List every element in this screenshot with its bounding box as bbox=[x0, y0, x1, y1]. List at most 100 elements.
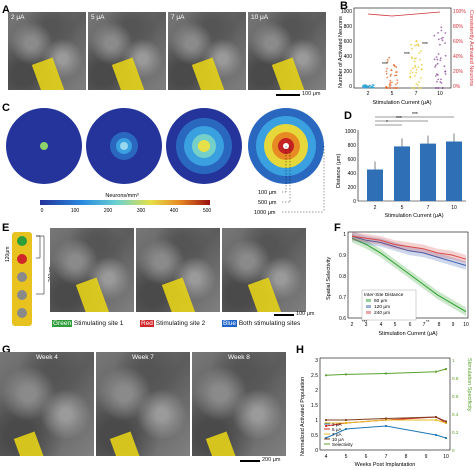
lines-group bbox=[351, 231, 467, 316]
spacing-label: 120μm bbox=[5, 247, 11, 262]
scatter-point bbox=[397, 87, 399, 89]
y-tick: 0.2 bbox=[452, 430, 459, 435]
series-point bbox=[344, 427, 348, 431]
density-disk-7ua bbox=[166, 108, 242, 184]
scatter-point bbox=[436, 62, 439, 65]
panel-letter-f: F bbox=[334, 222, 341, 234]
scatter-point bbox=[390, 73, 392, 76]
frame-label: Week 7 bbox=[132, 354, 154, 361]
panel-c-density-maps: 100 μm 500 μm 1000 μm Neurons/mm³ 0 100 … bbox=[6, 108, 325, 216]
scatter-point bbox=[434, 66, 436, 68]
scatter-point bbox=[420, 50, 422, 52]
y-tick: 0 bbox=[353, 199, 356, 205]
plot-frame bbox=[353, 7, 452, 89]
panel-letter-d: D bbox=[344, 110, 352, 122]
x-axis-label: Stimulation Current (μA) bbox=[378, 331, 437, 337]
scatter-point bbox=[389, 75, 392, 77]
sig-label: * bbox=[386, 120, 388, 126]
colorbar-tick: 100 bbox=[71, 208, 80, 214]
series-point bbox=[434, 370, 438, 373]
confidence-band bbox=[352, 231, 466, 264]
scatter-point bbox=[444, 32, 447, 34]
scatter-point bbox=[395, 74, 398, 77]
scatter-point bbox=[417, 84, 419, 86]
legend-label: Selectivity bbox=[332, 442, 353, 447]
micrograph-week4: Week 4 bbox=[0, 352, 94, 456]
scale-bar bbox=[276, 94, 300, 96]
micrograph-10ua: 10 μA bbox=[248, 12, 326, 90]
y-tick: 100% bbox=[453, 9, 466, 15]
scale-label: 100 μm bbox=[302, 91, 321, 97]
scatter-point bbox=[396, 71, 398, 73]
radius-label: 100 μm bbox=[258, 190, 277, 196]
y-tick: 0.4 bbox=[452, 412, 459, 417]
legend-item: 5 μA bbox=[324, 427, 342, 432]
y-ticks-left: 0 200 400 600 800 1000 bbox=[341, 9, 352, 90]
scatter-point bbox=[414, 44, 416, 47]
scatter-point bbox=[389, 87, 392, 89]
electrode-shank bbox=[12, 232, 32, 326]
colorbar-tick: 300 bbox=[137, 208, 146, 214]
scatter-point bbox=[388, 83, 391, 86]
y-tick: 20% bbox=[453, 69, 464, 75]
scatter-point bbox=[395, 66, 398, 69]
panel-h-chart: Normalized Activated Population Stimulat… bbox=[300, 357, 472, 468]
bar bbox=[394, 146, 410, 201]
x-tick: 2 bbox=[367, 91, 370, 97]
micrograph-week8: Week 8 bbox=[192, 352, 286, 456]
y-axis-label-left: Normalized Activated Population bbox=[300, 377, 306, 456]
scatter-point bbox=[436, 80, 438, 83]
scatter-point bbox=[439, 57, 442, 59]
y-tick: 400 bbox=[348, 171, 357, 177]
panel-d-chart: Distance (μm) 0 200 400 600 800 1000 * *… bbox=[336, 112, 466, 219]
scatter-point bbox=[439, 81, 442, 83]
legend-text: Stimulating site 2 bbox=[155, 320, 206, 327]
y-ticks-left: 0 0.5 1 1.5 2 2.5 3 bbox=[311, 358, 318, 454]
y-tick: 2.5 bbox=[311, 373, 318, 379]
y-tick: 1 bbox=[315, 418, 318, 424]
series-point bbox=[444, 436, 448, 440]
y-tick: 0.6 bbox=[452, 394, 459, 399]
y-tick: 0.6 bbox=[339, 316, 346, 322]
legend: 2 μA 5 μA 7 μA 10 μA Selectivity bbox=[324, 422, 353, 447]
y-tick: 0.9 bbox=[339, 253, 346, 259]
scatter-point bbox=[415, 71, 417, 74]
legend-label: 7 μA bbox=[332, 432, 342, 437]
scatter-point bbox=[396, 82, 399, 84]
x-tick: 7 bbox=[423, 322, 426, 328]
series-point bbox=[434, 418, 438, 422]
series-point bbox=[434, 433, 438, 437]
series-point bbox=[324, 374, 328, 377]
bars-group bbox=[367, 133, 462, 201]
series-point bbox=[324, 424, 328, 428]
scale-label: 200 μm bbox=[262, 457, 281, 463]
y-tick: 0.7 bbox=[339, 295, 346, 301]
scatter-point bbox=[437, 74, 439, 76]
series-point bbox=[384, 424, 388, 428]
scatter-point bbox=[386, 67, 388, 70]
x-tick: 6 bbox=[409, 322, 412, 328]
scatter-point bbox=[444, 42, 446, 44]
micrograph-week7: Week 7 bbox=[96, 352, 190, 456]
x-axis-label: Weeks Post Implantation bbox=[355, 462, 416, 468]
scatter-point bbox=[437, 53, 440, 55]
y-tick: 60% bbox=[453, 39, 464, 45]
scatter-point bbox=[441, 39, 444, 42]
scatter-point bbox=[390, 69, 393, 71]
radius-guides bbox=[282, 146, 325, 213]
density-disk-5ua bbox=[86, 108, 162, 184]
scatter-point bbox=[392, 87, 395, 89]
scatter-point bbox=[386, 61, 389, 63]
x-tick: 8 bbox=[438, 322, 441, 328]
scatter-point bbox=[395, 87, 398, 89]
legend-label: 60 μm bbox=[374, 298, 387, 304]
x-tick: 6 bbox=[365, 454, 368, 460]
y-tick: 0 bbox=[452, 448, 455, 453]
scatter-point bbox=[411, 47, 413, 50]
scale-label: 100 μm bbox=[296, 311, 315, 317]
scatter-point bbox=[413, 60, 416, 63]
site-gray bbox=[17, 290, 27, 300]
percent-line bbox=[367, 11, 441, 17]
micrograph-e-3 bbox=[222, 228, 306, 312]
scatter-point bbox=[418, 52, 421, 55]
